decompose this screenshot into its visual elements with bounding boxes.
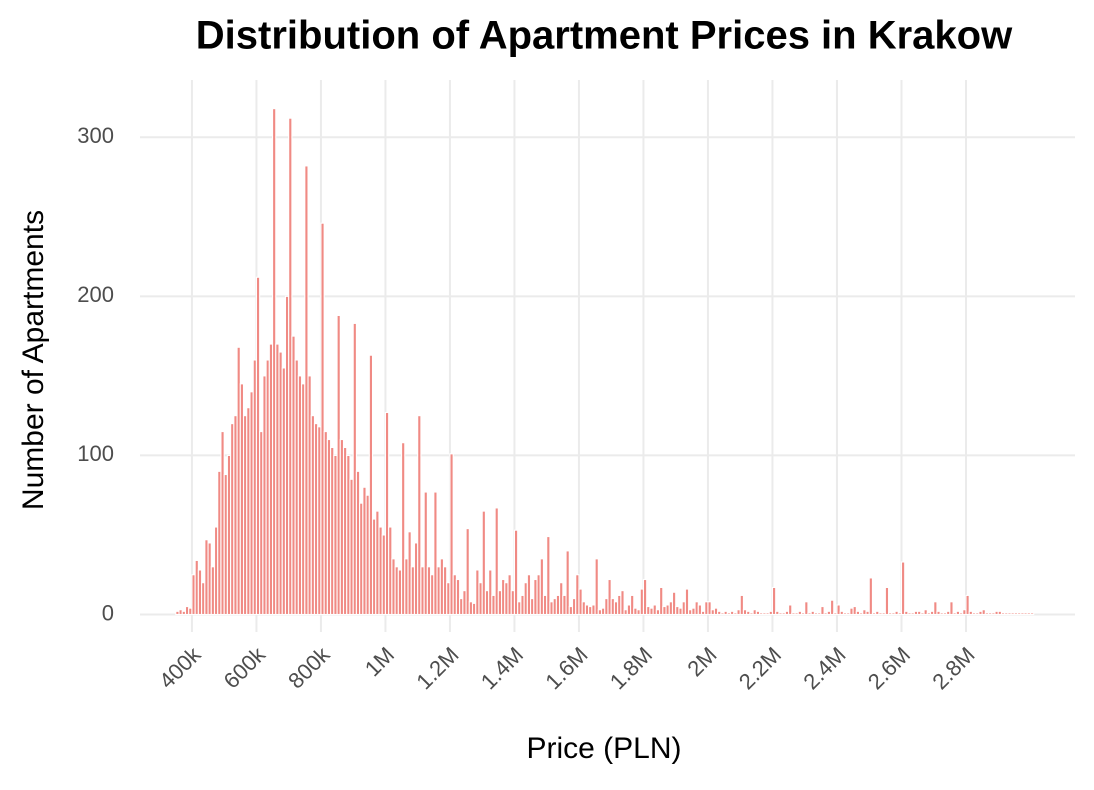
x-tick-label: 2M <box>682 642 721 681</box>
bar <box>642 578 648 616</box>
x-tick-label: 2.2M <box>734 642 786 694</box>
bar <box>384 411 390 616</box>
bar <box>884 586 890 616</box>
bar <box>804 601 809 616</box>
bar <box>868 577 874 616</box>
bar <box>630 594 635 616</box>
bar <box>607 578 612 616</box>
bar <box>320 222 325 616</box>
x-tick-label: 2.6M <box>863 642 915 694</box>
bar <box>546 536 551 616</box>
x-tick-label: 1.4M <box>476 642 528 694</box>
bar <box>352 322 357 616</box>
x-tick-label: 600k <box>219 641 271 693</box>
bar <box>488 569 493 616</box>
x-tick-label: 1M <box>360 642 399 681</box>
bar <box>1029 612 1035 616</box>
bar <box>594 558 599 616</box>
bar <box>620 590 625 616</box>
bar <box>900 561 906 616</box>
bar <box>368 354 374 616</box>
bar <box>671 591 677 616</box>
bar <box>659 586 664 616</box>
y-tick-label: 300 <box>77 123 114 148</box>
bar <box>423 491 428 616</box>
bar <box>684 588 690 616</box>
bar <box>820 605 825 616</box>
bar <box>707 601 712 616</box>
bar <box>852 605 857 616</box>
bar <box>526 574 532 616</box>
bar <box>829 599 835 616</box>
y-tick-label: 200 <box>77 282 114 307</box>
bar <box>513 529 519 616</box>
bar <box>455 578 461 616</box>
x-tick-label: 2.8M <box>927 642 979 694</box>
x-tick-label: 800k <box>283 641 335 693</box>
x-tick-label: 1.2M <box>411 642 463 694</box>
x-tick-label: 2.4M <box>798 642 850 694</box>
bar <box>433 491 438 616</box>
bar <box>539 558 545 616</box>
bar <box>788 604 793 616</box>
x-tick-label: 1.8M <box>605 642 657 694</box>
bar <box>771 586 777 616</box>
bar <box>401 442 406 616</box>
x-axis-label: Price (PLN) <box>526 732 681 765</box>
bar <box>739 594 744 616</box>
y-tick-label: 100 <box>77 441 114 466</box>
bar <box>923 609 928 616</box>
bar <box>565 550 570 616</box>
y-axis-label: Number of Apartments <box>17 210 50 510</box>
bar <box>836 604 841 616</box>
chart-title: Distribution of Apartment Prices in Krak… <box>196 14 1013 58</box>
bar <box>949 601 954 616</box>
bar <box>933 601 938 616</box>
bar <box>417 415 422 616</box>
x-tick-label: 1.6M <box>540 642 592 694</box>
y-tick-label: 0 <box>102 600 114 625</box>
bar <box>494 507 499 616</box>
bar <box>981 609 986 616</box>
bar <box>449 453 454 616</box>
x-tick-label: 400k <box>154 641 206 693</box>
bar <box>481 510 486 616</box>
bar <box>965 594 970 616</box>
bar <box>697 604 703 616</box>
bar <box>465 528 470 616</box>
